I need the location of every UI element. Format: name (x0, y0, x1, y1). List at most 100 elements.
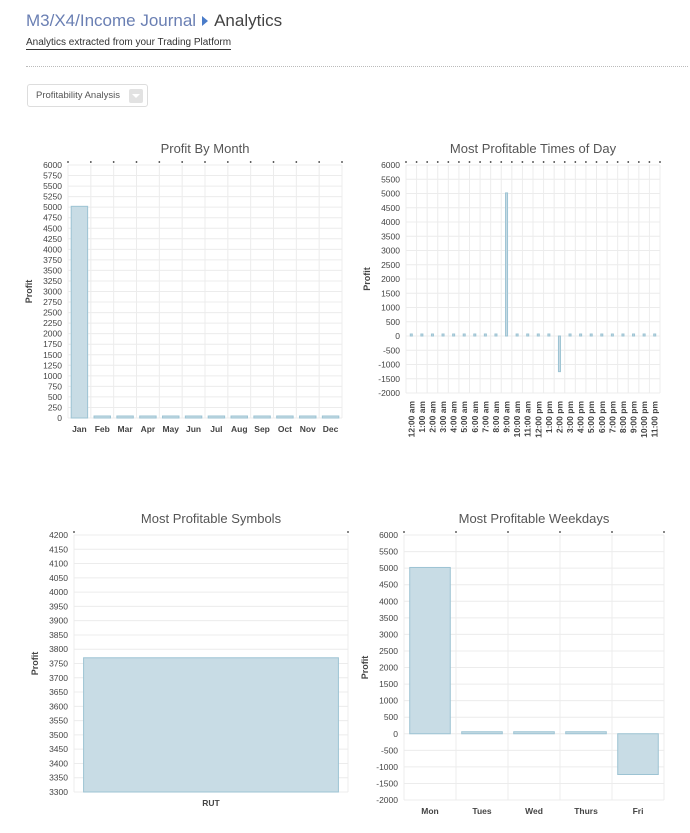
most-profitable-times-of-day-tick-dot (436, 161, 439, 163)
most-profitable-times-of-day-bar[interactable] (589, 333, 593, 337)
most-profitable-weekdays-bar[interactable] (617, 733, 659, 775)
most-profitable-times-of-day-x-tick-label: 6:00 pm (597, 401, 607, 434)
profit-by-month-bar[interactable] (230, 415, 248, 419)
most-profitable-times-of-day-x-tick-label: 12:00 am (406, 401, 416, 438)
header-divider (26, 66, 688, 67)
most-profitable-times-of-day-x-tick-label: 2:00 pm (554, 401, 564, 434)
most-profitable-weekdays-bar[interactable] (513, 731, 555, 735)
most-profitable-weekdays-bar[interactable] (565, 731, 607, 735)
most-profitable-times-of-day-bar[interactable] (452, 333, 456, 337)
most-profitable-weekdays-y-tick-label: 4500 (379, 580, 398, 590)
profit-by-month-y-tick-label: 5750 (43, 171, 62, 181)
most-profitable-times-of-day-x-tick-label: 9:00 pm (629, 401, 639, 434)
most-profitable-symbols-y-axis-title: Profit (30, 652, 40, 676)
most-profitable-times-of-day-bar[interactable] (642, 333, 646, 337)
most-profitable-times-of-day-bar[interactable] (621, 333, 625, 337)
most-profitable-weekdays-y-tick-label: 1500 (379, 679, 398, 689)
most-profitable-weekdays-y-tick-label: 4000 (379, 596, 398, 606)
most-profitable-weekdays-x-tick-label: Fri (633, 806, 644, 816)
chevron-down-icon[interactable] (129, 89, 143, 103)
profit-by-month-x-tick-label: Dec (323, 424, 339, 434)
most-profitable-times-of-day-y-tick-label: 3500 (381, 231, 400, 241)
profit-by-month-bar[interactable] (70, 205, 89, 419)
most-profitable-weekdays-tick-dot (507, 531, 509, 533)
most-profitable-symbols-x-tick-label: RUT (202, 798, 220, 808)
most-profitable-times-of-day-bar[interactable] (420, 333, 424, 337)
most-profitable-times-of-day-x-tick-label: 4:00 am (449, 401, 459, 433)
most-profitable-times-of-day-tick-dot (637, 161, 640, 163)
most-profitable-times-of-day-bar[interactable] (526, 333, 530, 337)
profit-by-month-tick-dot (341, 161, 343, 163)
profit-by-month-bar[interactable] (139, 415, 157, 419)
most-profitable-times-of-day-bar[interactable] (600, 333, 604, 337)
profit-by-month-bar[interactable] (321, 415, 340, 419)
most-profitable-symbols-y-tick-label: 3650 (49, 687, 68, 697)
most-profitable-times-of-day-bar[interactable] (430, 333, 434, 337)
analysis-type-select[interactable]: Profitability Analysis (27, 84, 148, 107)
profit-by-month-x-tick-label: Jun (186, 424, 201, 434)
page-subtitle: Analytics extracted from your Trading Pl… (26, 37, 232, 50)
profit-by-month-tick-dot (204, 161, 206, 163)
profit-by-month-chart: Profit By Month 0 250 500 750 1000 1250 1500 175… (20, 135, 350, 445)
most-profitable-symbols-y-tick-label: 3550 (49, 716, 68, 726)
profit-by-month-bar[interactable] (253, 415, 271, 419)
most-profitable-times-of-day-bar[interactable] (557, 335, 561, 373)
profit-by-month-bar[interactable] (184, 415, 203, 419)
most-profitable-symbols-y-tick-label: 3900 (49, 616, 68, 626)
most-profitable-weekdays-bar[interactable] (461, 731, 503, 735)
symbols-chart: Most Profitable Symbols 3300 3350 3400 3450 3… (20, 505, 350, 815)
most-profitable-times-of-day-bar[interactable] (494, 333, 498, 337)
profit-by-month-y-axis-title: Profit (24, 280, 34, 304)
most-profitable-times-of-day-tick-dot (415, 161, 418, 163)
most-profitable-times-of-day-y-tick-label: 0 (395, 331, 400, 341)
most-profitable-times-of-day-bar[interactable] (610, 333, 614, 337)
profit-by-month-y-tick-label: 6000 (43, 160, 62, 170)
profit-by-month-tick-dot (158, 161, 161, 163)
profit-by-month-bar[interactable] (207, 415, 226, 419)
most-profitable-times-of-day-bar[interactable] (483, 333, 487, 337)
most-profitable-times-of-day-bar[interactable] (462, 333, 466, 337)
most-profitable-weekdays-y-tick-label: 1000 (379, 696, 398, 706)
most-profitable-times-of-day-tick-dot (648, 161, 651, 163)
breadcrumb-parent-link[interactable]: M3/X4/Income Journal (26, 11, 197, 30)
most-profitable-times-of-day-tick-dot (468, 161, 471, 163)
most-profitable-times-of-day-title: Most Profitable Times of Day (450, 141, 617, 156)
most-profitable-weekdays-tick-dot (559, 531, 561, 533)
most-profitable-symbols-y-tick-label: 3300 (49, 787, 68, 797)
most-profitable-times-of-day-bar[interactable] (547, 333, 551, 337)
most-profitable-times-of-day-bar[interactable] (505, 192, 509, 337)
most-profitable-weekdays-tick-dot (663, 531, 665, 533)
most-profitable-symbols-bar[interactable] (83, 657, 339, 793)
most-profitable-times-of-day-bar[interactable] (568, 333, 572, 337)
profit-by-month-bar[interactable] (299, 415, 317, 419)
most-profitable-weekdays-y-tick-label: 2000 (379, 663, 398, 673)
most-profitable-symbols-y-tick-label: 3450 (49, 744, 68, 754)
most-profitable-times-of-day-bar[interactable] (441, 333, 445, 337)
most-profitable-times-of-day-y-axis-title: Profit (362, 267, 372, 291)
profit-by-month-x-tick-label: Jul (210, 424, 222, 434)
breadcrumb: M3/X4/Income Journal Analytics (26, 10, 282, 32)
most-profitable-times-of-day-bar[interactable] (579, 333, 583, 337)
profit-by-month-bar[interactable] (93, 415, 111, 419)
most-profitable-weekdays-y-tick-label: -2000 (376, 795, 398, 805)
profit-by-month-x-tick-label: Sep (254, 424, 270, 434)
most-profitable-weekdays-bar[interactable] (409, 566, 451, 735)
profit-by-month-y-tick-label: 2250 (43, 318, 62, 328)
most-profitable-symbols-y-tick-label: 4050 (49, 573, 68, 583)
profit-by-month-bar[interactable] (162, 415, 180, 419)
most-profitable-times-of-day-tick-dot (616, 161, 619, 163)
most-profitable-weekdays-x-tick-label: Wed (525, 806, 543, 816)
most-profitable-times-of-day-bar[interactable] (653, 333, 657, 337)
profit-by-month-x-tick-label: Oct (278, 424, 292, 434)
profit-by-month-tick-dot (226, 161, 229, 163)
most-profitable-times-of-day-bar[interactable] (473, 333, 477, 337)
most-profitable-times-of-day-bar[interactable] (409, 333, 413, 337)
most-profitable-times-of-day-svg: Most Profitable Times of Day -2000 -1500 -1… (362, 141, 661, 438)
most-profitable-times-of-day-bar[interactable] (536, 333, 540, 337)
most-profitable-times-of-day-y-tick-label: 2000 (381, 274, 400, 284)
most-profitable-times-of-day-bar[interactable] (515, 333, 519, 337)
profit-by-month-bar[interactable] (276, 415, 294, 419)
most-profitable-times-of-day-bar[interactable] (632, 333, 636, 337)
profit-by-month-bar[interactable] (116, 415, 134, 419)
most-profitable-times-of-day-x-tick-label: 7:00 am (480, 401, 490, 433)
